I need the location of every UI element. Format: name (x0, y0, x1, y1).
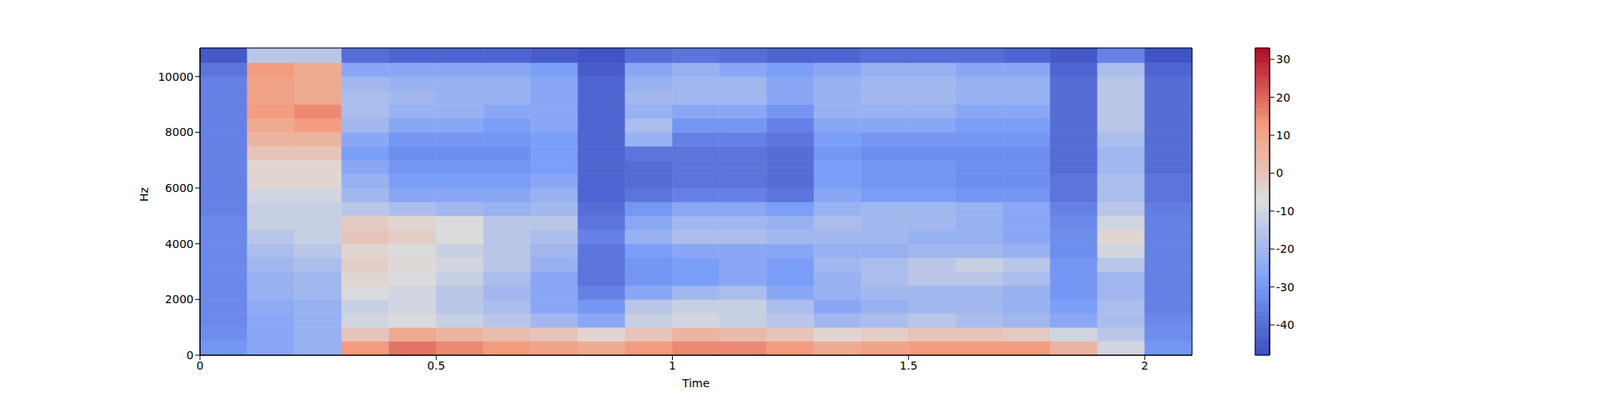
svg-text:-10: -10 (1276, 204, 1295, 218)
svg-text:10: 10 (1276, 128, 1291, 142)
svg-text:2000: 2000 (164, 292, 194, 306)
svg-text:30: 30 (1276, 52, 1291, 66)
svg-text:Hz: Hz (137, 187, 151, 202)
svg-text:0: 0 (186, 348, 194, 362)
svg-text:-40: -40 (1276, 318, 1295, 332)
svg-text:0: 0 (196, 359, 204, 372)
svg-text:6000: 6000 (164, 181, 194, 195)
svg-text:0.5: 0.5 (427, 359, 445, 372)
svg-text:1: 1 (668, 359, 676, 372)
svg-text:1.5: 1.5 (900, 359, 918, 372)
svg-text:8000: 8000 (164, 125, 194, 139)
svg-text:10000: 10000 (157, 70, 194, 84)
svg-text:20: 20 (1276, 91, 1291, 104)
svg-text:Time: Time (681, 376, 710, 390)
svg-text:-20: -20 (1276, 242, 1295, 256)
svg-text:-30: -30 (1276, 280, 1295, 294)
svg-text:4000: 4000 (164, 237, 194, 251)
svg-text:2: 2 (1140, 359, 1148, 372)
svg-text:0: 0 (1276, 166, 1284, 180)
